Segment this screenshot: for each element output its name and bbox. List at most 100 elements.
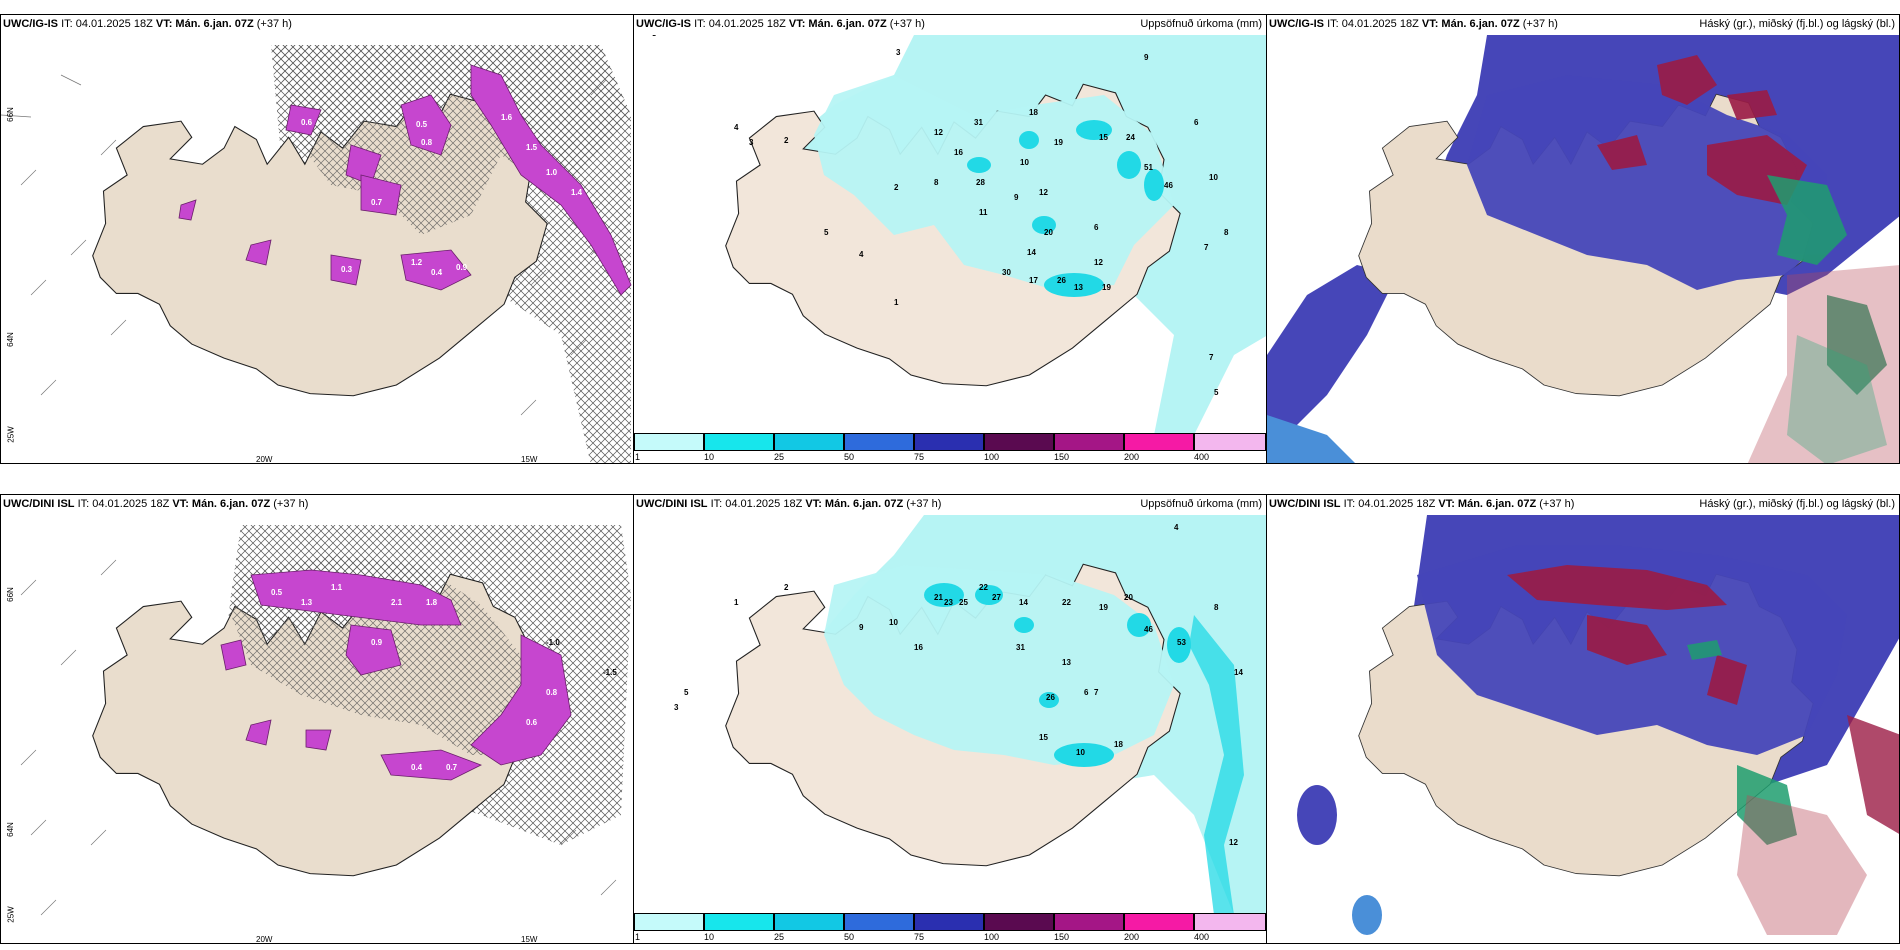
svg-text:2: 2 <box>784 136 789 145</box>
legend-label: 400 <box>1194 452 1210 462</box>
svg-text:0.6: 0.6 <box>526 718 538 727</box>
svg-text:24: 24 <box>1126 133 1135 142</box>
svg-text:1: 1 <box>894 298 899 307</box>
lon-label-15w: 15W <box>521 935 538 944</box>
svg-text:1.8: 1.8 <box>426 598 438 607</box>
svg-text:0.9: 0.9 <box>371 638 383 647</box>
svg-text:0.7: 0.7 <box>446 763 458 772</box>
svg-text:46: 46 <box>1144 625 1153 634</box>
legend-label: 10 <box>704 452 715 462</box>
panel-dini-clouds: UWC/DINI ISL IT: 04.01.2025 18Z VT: Mán.… <box>1266 494 1900 944</box>
svg-text:0.8: 0.8 <box>546 688 558 697</box>
svg-text:9: 9 <box>1144 53 1149 62</box>
legend-label: 75 <box>914 452 925 462</box>
lon-label-20w: 20W <box>256 935 273 944</box>
svg-text:16: 16 <box>914 643 923 652</box>
svg-text:1.1: 1.1 <box>331 583 343 592</box>
lat-label-64n: 64N <box>5 822 15 837</box>
svg-text:10: 10 <box>1020 158 1029 167</box>
svg-text:0.4: 0.4 <box>411 763 423 772</box>
svg-text:12: 12 <box>1229 838 1238 847</box>
panel-dini-snow: UWC/DINI ISL IT: 04.01.2025 18Z VT: Mán.… <box>0 494 634 944</box>
panel-ig-is-precip: UWC/IG-IS IT: 04.01.2025 18Z VT: Mán. 6.… <box>633 14 1267 464</box>
svg-text:1.5: 1.5 <box>526 143 538 152</box>
svg-text:4: 4 <box>1174 523 1179 532</box>
legend-swatch <box>1124 913 1194 931</box>
svg-text:0.5: 0.5 <box>416 120 428 129</box>
svg-text:53: 53 <box>1177 638 1186 647</box>
svg-text:8: 8 <box>934 178 939 187</box>
svg-text:17: 17 <box>1029 276 1038 285</box>
svg-text:10: 10 <box>889 618 898 627</box>
panel-ig-is-snow: UWC/IG-IS IT: 04.01.2025 18Z VT: Mán. 6.… <box>0 14 634 464</box>
legend-swatch <box>844 433 914 451</box>
svg-text:6: 6 <box>1094 223 1099 232</box>
svg-text:26: 26 <box>1057 276 1066 285</box>
legend-label: 50 <box>844 452 855 462</box>
svg-text:18: 18 <box>1029 108 1038 117</box>
svg-text:30: 30 <box>1002 268 1011 277</box>
legend-label: 25 <box>774 452 785 462</box>
svg-text:0.3: 0.3 <box>341 265 353 274</box>
precip-map: 3 3 9 4 3 18 12 31 16 8 19 15 24 6 2 11 … <box>634 35 1266 435</box>
svg-text:7: 7 <box>1209 353 1214 362</box>
panel-header: UWC/DINI ISL IT: 04.01.2025 18Z VT: Mán.… <box>3 498 309 510</box>
svg-text:8: 8 <box>1224 228 1229 237</box>
svg-text:3: 3 <box>749 138 754 147</box>
legend-label: 150 <box>1054 452 1070 462</box>
snow-map: 0.5 0.8 0.6 1.0 1.4 1.5 0.9 0.4 0.3 0.7 … <box>1 35 633 463</box>
svg-text:1.0: 1.0 <box>546 168 558 177</box>
svg-text:15: 15 <box>1099 133 1108 142</box>
svg-text:1.2: 1.2 <box>411 258 423 267</box>
svg-text:12: 12 <box>1094 258 1103 267</box>
legend-swatch <box>704 433 774 451</box>
lon-label-20w: 20W <box>256 455 273 464</box>
svg-text:6: 6 <box>1084 688 1089 697</box>
svg-text:13: 13 <box>1062 658 1071 667</box>
svg-text:14: 14 <box>1234 668 1243 677</box>
svg-text:0.5: 0.5 <box>271 588 283 597</box>
svg-text:2: 2 <box>894 183 899 192</box>
lat-label-66n: 66N <box>5 587 15 602</box>
svg-text:19: 19 <box>1099 603 1108 612</box>
svg-text:14: 14 <box>1027 248 1036 257</box>
svg-text:0.9: 0.9 <box>456 263 468 272</box>
svg-text:0.6: 0.6 <box>301 118 313 127</box>
legend-swatch <box>634 433 704 451</box>
svg-text:2.1: 2.1 <box>391 598 403 607</box>
svg-text:22: 22 <box>979 583 988 592</box>
svg-text:-1.0: -1.0 <box>546 638 560 647</box>
legend-label: 75 <box>914 932 925 942</box>
legend-swatch <box>774 913 844 931</box>
legend-swatch <box>704 913 774 931</box>
svg-text:8: 8 <box>1214 603 1219 612</box>
legend-label: 1 <box>635 932 641 942</box>
svg-text:5: 5 <box>684 688 689 697</box>
legend-swatch <box>844 913 914 931</box>
svg-text:21: 21 <box>934 593 943 602</box>
panel-header: UWC/IG-IS IT: 04.01.2025 18Z VT: Mán. 6.… <box>636 18 925 30</box>
legend-swatch <box>1194 433 1266 451</box>
svg-text:0.7: 0.7 <box>371 198 383 207</box>
svg-text:1.6: 1.6 <box>501 113 513 122</box>
legend-swatch <box>914 433 984 451</box>
legend-label: 50 <box>844 932 855 942</box>
svg-text:1.4: 1.4 <box>571 188 583 197</box>
panel-header: UWC/DINI ISL IT: 04.01.2025 18Z VT: Mán.… <box>1269 498 1575 510</box>
svg-text:19: 19 <box>1054 138 1063 147</box>
legend-label: 200 <box>1124 932 1140 942</box>
legend-label: 200 <box>1124 452 1140 462</box>
svg-text:6: 6 <box>1194 118 1199 127</box>
lon-label-25w: 25W <box>6 426 16 443</box>
svg-text:31: 31 <box>974 118 983 127</box>
precip-title: Uppsöfnuð úrkoma (mm) <box>1140 498 1262 510</box>
svg-text:-1.5: -1.5 <box>603 668 617 677</box>
legend-swatch <box>914 913 984 931</box>
svg-text:9: 9 <box>1014 193 1019 202</box>
svg-text:3: 3 <box>896 48 901 57</box>
panel-ig-is-clouds: UWC/IG-IS IT: 04.01.2025 18Z VT: Mán. 6.… <box>1266 14 1900 464</box>
panel-dini-precip: UWC/DINI ISL IT: 04.01.2025 18Z VT: Mán.… <box>633 494 1267 944</box>
legend-swatch <box>984 913 1054 931</box>
snow-map: -1.0 -1.5 0.5 0.9 1.1 2.1 1.8 0.6 0.4 0.… <box>1 515 633 943</box>
legend-label: 1 <box>635 452 641 462</box>
